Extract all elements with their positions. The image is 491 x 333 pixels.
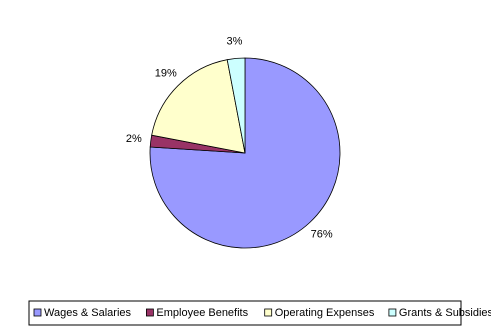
legend-label: Grants & Subsidies (399, 307, 491, 319)
data-label: 76% (311, 229, 333, 241)
pie-slice (151, 59, 246, 154)
legend-label: Operating Expenses (275, 307, 375, 319)
legend-swatch (33, 308, 42, 317)
pie-slice (226, 57, 246, 154)
data-label: 2% (126, 133, 142, 145)
pie-slice (149, 57, 341, 249)
data-label: 19% (155, 68, 177, 80)
legend-swatch (145, 308, 154, 317)
legend-label: Wages & Salaries (44, 307, 132, 319)
legend-swatch (388, 308, 397, 317)
legend-swatch (264, 308, 273, 317)
data-label: 3% (227, 35, 243, 47)
legend-label: Employee Benefits (156, 307, 248, 319)
